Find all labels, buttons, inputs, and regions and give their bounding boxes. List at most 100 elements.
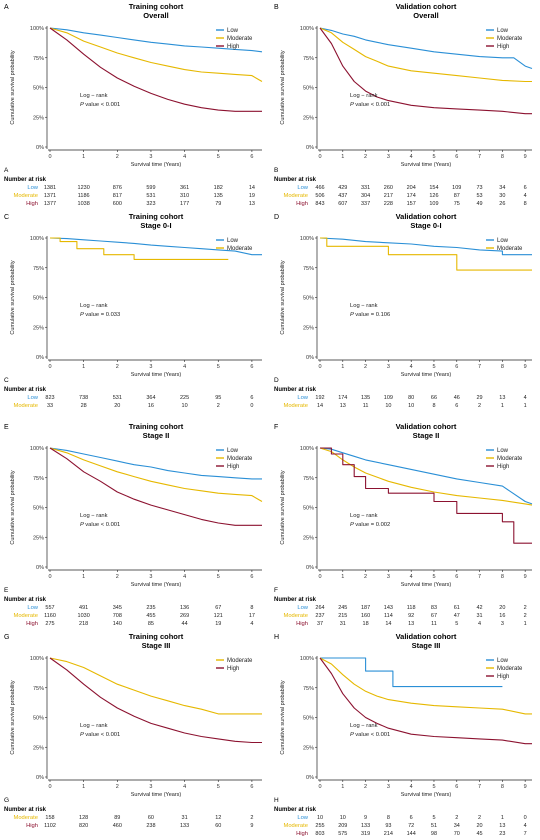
risk-cell: 337 bbox=[361, 201, 370, 207]
y-tick-label: 50% bbox=[33, 716, 44, 722]
risk-cell: 42 bbox=[477, 605, 483, 611]
risk-cell: 144 bbox=[407, 831, 416, 837]
y-tick-label: 25% bbox=[303, 745, 314, 751]
risk-cell: 1030 bbox=[78, 613, 90, 619]
legend-label: Moderate bbox=[227, 246, 253, 252]
risk-cell: 20 bbox=[114, 403, 120, 409]
x-tick-label: 4 bbox=[410, 574, 413, 580]
logrank-label: Log − rank bbox=[80, 93, 108, 99]
risk-table-title: Number at risk bbox=[4, 807, 47, 813]
y-tick-label: 100% bbox=[30, 446, 44, 452]
risk-cell: 174 bbox=[338, 395, 347, 401]
risk-cell: 13 bbox=[499, 395, 505, 401]
y-tick-label: 0% bbox=[36, 775, 44, 781]
risk-cell: 238 bbox=[146, 823, 155, 829]
legend-label: Moderate bbox=[497, 246, 523, 252]
x-tick-label: 7 bbox=[478, 364, 481, 370]
pvalue-value: value < 0.001 bbox=[355, 732, 390, 738]
risk-cell: 133 bbox=[180, 823, 189, 829]
risk-cell: 843 bbox=[315, 201, 324, 207]
risk-cell: 9 bbox=[250, 823, 253, 829]
series-line-moderate bbox=[319, 27, 532, 83]
x-tick-label: 5 bbox=[217, 574, 220, 580]
risk-cell: 79 bbox=[215, 201, 221, 207]
chart-title: Training cohort bbox=[129, 632, 184, 641]
legend-label: Low bbox=[227, 448, 239, 454]
risk-cell: 98 bbox=[431, 831, 437, 837]
pvalue-label: P value < 0.001 bbox=[80, 732, 120, 738]
y-axis-label: Cumulative survival probability bbox=[280, 50, 286, 125]
risk-cell: 260 bbox=[384, 185, 393, 191]
risk-cell: 345 bbox=[113, 605, 122, 611]
risk-row-label: Low bbox=[297, 815, 308, 821]
risk-cell: 6 bbox=[410, 815, 413, 821]
risk-cell: 6 bbox=[524, 185, 527, 191]
x-tick-label: 5 bbox=[432, 784, 435, 790]
risk-cell: 460 bbox=[113, 823, 122, 829]
x-tick-label: 5 bbox=[217, 364, 220, 370]
series-line-low bbox=[319, 237, 532, 256]
y-tick-label: 75% bbox=[303, 476, 314, 482]
risk-cell: 8 bbox=[387, 815, 390, 821]
risk-cell: 235 bbox=[146, 605, 155, 611]
x-tick-label: 9 bbox=[524, 364, 527, 370]
risk-table-title: Number at risk bbox=[274, 177, 317, 183]
risk-cell: 304 bbox=[361, 193, 370, 199]
risk-cell: 4 bbox=[524, 395, 527, 401]
risk-cell: 323 bbox=[146, 201, 155, 207]
logrank-label: Log − rank bbox=[80, 513, 108, 519]
risk-cell: 876 bbox=[113, 185, 122, 191]
chart-title: Stage II bbox=[413, 431, 440, 440]
risk-cell: 31 bbox=[340, 621, 346, 627]
legend-label: Low bbox=[497, 658, 509, 664]
pvalue-symbol: P bbox=[80, 102, 85, 108]
x-tick-label: 1 bbox=[82, 154, 85, 160]
pvalue-label: P value < 0.001 bbox=[350, 102, 390, 108]
pvalue-value: value = 0.002 bbox=[355, 522, 390, 528]
series-line-high bbox=[49, 27, 262, 112]
risk-cell: 121 bbox=[214, 613, 223, 619]
risk-cell: 310 bbox=[180, 193, 189, 199]
chart-title: Training cohort bbox=[129, 422, 184, 431]
risk-cell: 237 bbox=[315, 613, 324, 619]
risk-cell: 6 bbox=[455, 403, 458, 409]
risk-cell: 33 bbox=[47, 403, 53, 409]
risk-cell: 133 bbox=[361, 823, 370, 829]
x-tick-label: 3 bbox=[387, 154, 390, 160]
risk-cell: 19 bbox=[249, 193, 255, 199]
logrank-label: Log − rank bbox=[350, 303, 378, 309]
risk-cell: 174 bbox=[407, 193, 416, 199]
legend-label: High bbox=[497, 464, 509, 470]
logrank-label: Log − rank bbox=[350, 723, 378, 729]
x-tick-label: 2 bbox=[364, 784, 367, 790]
risk-cell: 85 bbox=[148, 621, 154, 627]
risk-cell: 29 bbox=[477, 395, 483, 401]
x-tick-label: 3 bbox=[149, 364, 152, 370]
x-axis-label: Survival time (Years) bbox=[131, 582, 182, 588]
x-axis-label: Survival time (Years) bbox=[401, 372, 452, 378]
risk-table-title: Number at risk bbox=[4, 597, 47, 603]
x-tick-label: 1 bbox=[341, 154, 344, 160]
risk-cell: 16 bbox=[148, 403, 154, 409]
risk-cell: 114 bbox=[384, 613, 393, 619]
risk-cell: 16 bbox=[499, 613, 505, 619]
y-tick-label: 0% bbox=[36, 565, 44, 571]
risk-cell: 140 bbox=[113, 621, 122, 627]
risk-row-label: High bbox=[26, 823, 38, 829]
y-tick-label: 100% bbox=[30, 236, 44, 242]
risk-cell: 109 bbox=[384, 395, 393, 401]
x-tick-label: 9 bbox=[524, 574, 527, 580]
risk-cell: 17 bbox=[249, 613, 255, 619]
x-tick-label: 8 bbox=[501, 574, 504, 580]
chart-title: Validation cohort bbox=[396, 632, 457, 641]
x-tick-label: 2 bbox=[116, 574, 119, 580]
x-axis-label: Survival time (Years) bbox=[401, 792, 452, 798]
x-tick-label: 1 bbox=[341, 364, 344, 370]
y-tick-label: 75% bbox=[33, 56, 44, 62]
risk-cell: 10 bbox=[408, 403, 414, 409]
risk-cell: 80 bbox=[408, 395, 414, 401]
y-axis-label: Cumulative survival probability bbox=[280, 470, 286, 545]
